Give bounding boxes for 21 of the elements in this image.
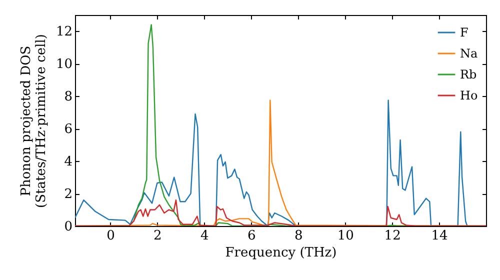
x-tick-label: 6 xyxy=(248,228,256,244)
y-axis-title: Phonon projected DOS (States/THz·primitive cell) xyxy=(18,34,49,208)
legend-label: Rb xyxy=(460,68,478,82)
y-tick-label: 2 xyxy=(64,187,72,202)
x-tick-label: 4 xyxy=(200,228,209,244)
y-tick-label: 8 xyxy=(64,90,72,105)
x-tick-label: 10 xyxy=(337,228,354,244)
y-tick-label: 6 xyxy=(64,122,72,138)
legend-label: Na xyxy=(460,46,478,60)
x-tick-label: 0 xyxy=(106,228,115,244)
legend-label: Ho xyxy=(460,88,478,102)
y-tick-label: 12 xyxy=(56,24,72,40)
x-tick-label: 2 xyxy=(154,228,162,244)
y-tick-label: 10 xyxy=(56,57,72,72)
x-tick-label: 12 xyxy=(384,228,401,244)
x-tick-label: 8 xyxy=(294,228,303,244)
line-series xyxy=(75,199,486,226)
x-axis-title: Frequency (THz) xyxy=(225,246,337,260)
x-tick-label: 14 xyxy=(431,228,448,244)
legend-label: F xyxy=(460,26,468,40)
y-tick-label: 4 xyxy=(64,154,72,170)
